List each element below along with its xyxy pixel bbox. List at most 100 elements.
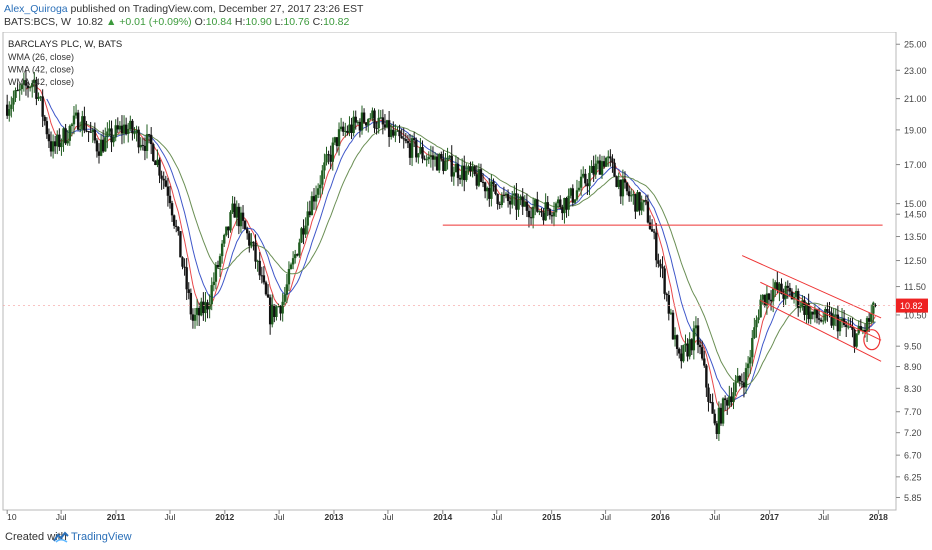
candle — [546, 195, 549, 217]
candle — [5, 94, 9, 119]
author-link[interactable]: Alex_Quiroga — [4, 3, 68, 15]
candle-body — [431, 155, 435, 160]
candle-body — [268, 297, 272, 325]
candle-body — [281, 301, 284, 314]
candle-body — [742, 382, 746, 388]
candle — [306, 201, 309, 235]
candle — [417, 152, 420, 164]
candle-body — [801, 300, 804, 308]
candle-body — [450, 155, 453, 177]
candle-body — [473, 166, 476, 175]
candle — [696, 318, 700, 354]
candle-body — [761, 294, 764, 300]
candle-body — [794, 291, 798, 297]
candle-body — [842, 318, 846, 326]
candle-body — [611, 158, 614, 163]
candle-body — [634, 194, 637, 212]
candle — [381, 109, 385, 135]
candle-body — [339, 126, 343, 130]
candle — [124, 117, 128, 136]
candle — [291, 251, 295, 270]
candle — [799, 300, 802, 313]
tradingview-brand[interactable]: TradingView — [71, 531, 132, 543]
y-tick-label: 25.00 — [904, 40, 927, 50]
candle-body — [289, 264, 293, 269]
candle — [137, 126, 140, 154]
candle-body — [496, 193, 499, 205]
candle — [824, 306, 827, 324]
candle — [337, 122, 341, 156]
candle — [83, 106, 86, 134]
candle-body — [594, 163, 597, 175]
candle — [465, 163, 468, 182]
candle — [218, 253, 222, 277]
candle — [438, 152, 441, 174]
candle-body — [227, 226, 230, 231]
candle — [108, 120, 111, 137]
candle-body — [865, 318, 869, 332]
candle-body — [49, 141, 53, 152]
candle-body — [440, 153, 443, 159]
candle — [31, 79, 34, 98]
candle-body — [177, 226, 180, 232]
candle-body — [550, 215, 554, 217]
candle — [154, 160, 157, 166]
candle — [147, 133, 151, 144]
candle — [847, 316, 850, 330]
candle — [177, 226, 180, 236]
candle — [481, 173, 485, 188]
candle-body — [248, 233, 251, 246]
candle-body — [216, 264, 220, 267]
candle-body — [385, 120, 389, 128]
candle-body — [187, 289, 190, 293]
candle-body — [122, 124, 126, 134]
candle-body — [435, 156, 439, 171]
candle-body — [830, 312, 833, 326]
candle — [156, 149, 159, 168]
candle — [673, 327, 677, 347]
candle — [131, 119, 134, 141]
candle — [623, 171, 627, 189]
candle-body — [312, 196, 316, 202]
candle-body — [577, 187, 581, 191]
candle — [172, 214, 176, 229]
candle — [327, 150, 330, 165]
candle — [548, 207, 552, 220]
candle-body — [465, 170, 468, 181]
candle-body — [569, 188, 572, 196]
candle — [127, 122, 130, 143]
candle — [807, 293, 810, 324]
candle-body — [72, 115, 76, 125]
candle-body — [736, 375, 739, 383]
candle — [356, 120, 360, 125]
candle-body — [266, 294, 270, 298]
legend-entry: WMA (26, close) — [8, 52, 74, 62]
candle — [511, 190, 514, 209]
candle — [508, 195, 512, 215]
candle — [707, 383, 710, 412]
candle-body — [446, 157, 449, 162]
candle-body — [235, 206, 238, 218]
candle — [784, 281, 787, 305]
candle-body — [771, 288, 775, 302]
candle — [104, 127, 107, 152]
candle — [832, 308, 835, 330]
candle-body — [5, 104, 9, 116]
open-label: O: — [194, 16, 206, 28]
candle — [114, 119, 117, 142]
y-tick-label: 9.50 — [904, 342, 922, 352]
candle — [33, 71, 36, 93]
candle-body — [377, 117, 380, 129]
candle-body — [68, 126, 71, 141]
highlight-circle — [863, 329, 881, 351]
candle-body — [867, 318, 871, 322]
candle — [12, 90, 15, 112]
candle — [85, 120, 88, 133]
candle — [14, 87, 17, 103]
candle-body — [615, 176, 618, 187]
y-tick-label: 13.50 — [904, 232, 927, 242]
candle — [189, 288, 193, 320]
y-tick-label: 6.70 — [904, 451, 922, 461]
candle — [632, 190, 635, 205]
